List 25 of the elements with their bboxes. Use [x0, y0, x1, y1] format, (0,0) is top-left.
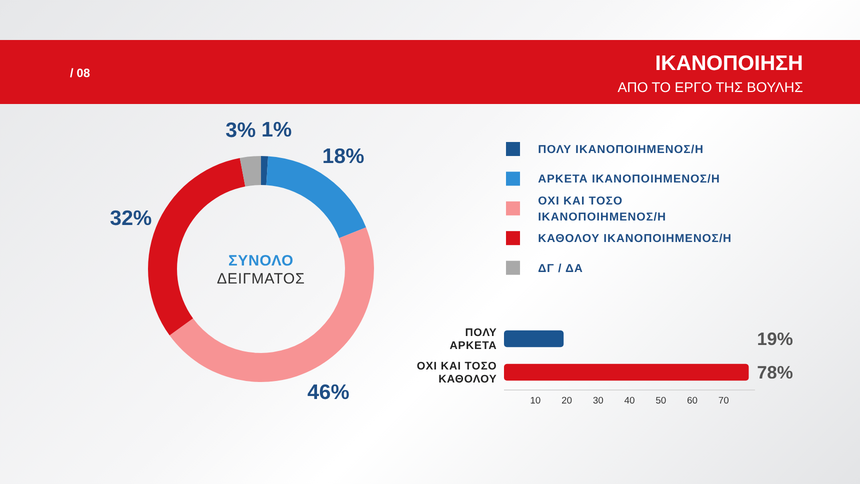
x-tick-label: 10	[530, 395, 541, 406]
legend-label: ΠΟΛΥ ΙΚΑΝΟΠΟΙΗΜΕΝΟΣ/Η	[538, 144, 704, 156]
x-tick-label: 70	[718, 395, 729, 406]
y-tick-label: ΠΟΛΥ ΑΡΚΕΤΑ	[450, 327, 498, 352]
x-tick-label: 50	[656, 395, 666, 406]
chart-subtitle: ΑΠΟ ΤΟ ΕΡΓΟ ΤΗΣ ΒΟΥΛΗΣ	[618, 79, 804, 95]
data-label: 1%	[261, 118, 292, 142]
data-label: 32%	[110, 206, 152, 230]
x-tick-label: 60	[686, 395, 698, 406]
x-tick-label: 30	[592, 395, 604, 406]
legend-label: ΑΡΚΕΤΑ ΙΚΑΝΟΠΟΙΗΜΕΝΟΣ/Η	[538, 174, 720, 186]
x-tick-label: 40	[624, 395, 635, 406]
data-label: 3%	[225, 118, 256, 142]
text: ΣΥΝΟΛΟ ΔΕΙΓΜΑΤΟΣ	[216, 252, 306, 288]
data-label: 19%	[756, 329, 793, 350]
text: / 08	[70, 66, 90, 80]
data-label: 78%	[756, 362, 793, 383]
y-tick-label: ΟΧΙ ΚΑΙ ΤΟΣΟ ΚΑΘΟΛΟΥ	[416, 360, 498, 386]
legend-label: ΚΑΘΟΛΟΥ ΙΚΑΝΟΠΟΙΗΜΕΝΟΣ/Η	[538, 233, 732, 246]
chart-title: ΙΚΑΝΟΠΟΙΗΣΗ	[655, 52, 803, 75]
legend-label: ΟΧΙ ΚΑΙ ΤΟΣΟ ΙΚΑΝΟΠΟΙΗΜΕΝΟΣ/Η	[538, 195, 666, 224]
data-label: 46%	[307, 381, 350, 404]
x-tick-label: 20	[561, 395, 572, 406]
data-label: 18%	[322, 145, 365, 168]
legend-label: ΔΓ / ΔΑ	[538, 262, 584, 275]
